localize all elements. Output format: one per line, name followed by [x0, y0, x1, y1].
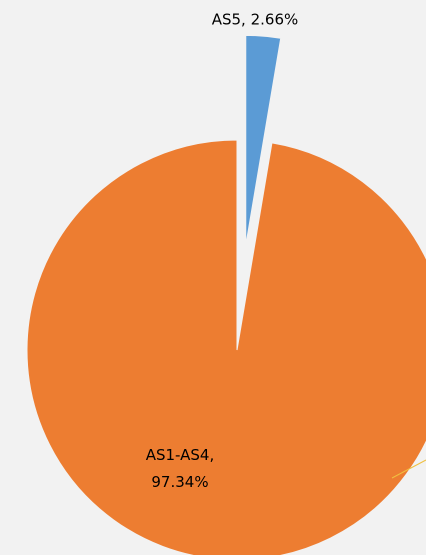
- pie-slice: [245, 34, 282, 246]
- data-label: AS1-AS4, 97.34%: [146, 446, 215, 491]
- pie-slice: [26, 139, 426, 555]
- data-label: AS5, 2.66%: [212, 11, 299, 29]
- leader-line: [391, 459, 426, 479]
